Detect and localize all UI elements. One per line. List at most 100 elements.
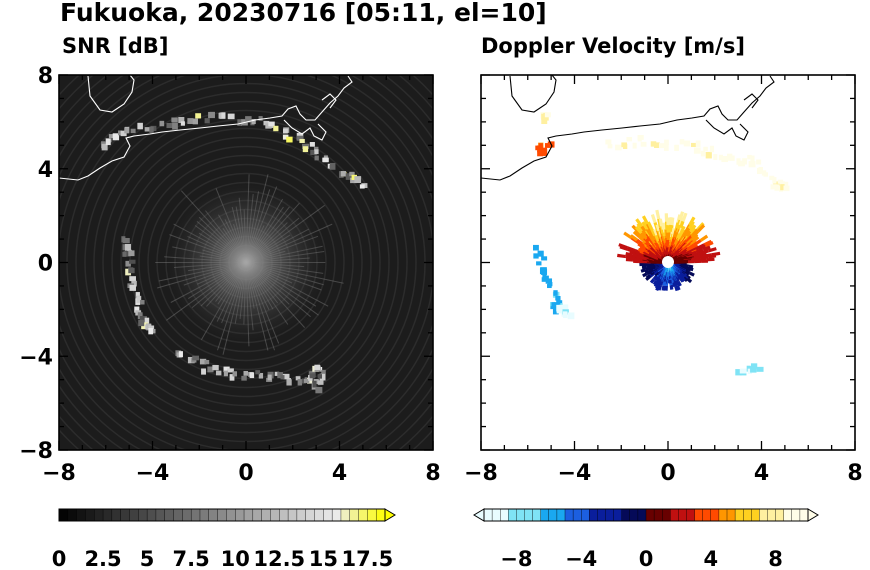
snr-echo-point [201, 368, 206, 375]
snr-echo-point [137, 312, 143, 320]
doppler-echo-point [709, 145, 715, 153]
snr-colorbar-bin [305, 508, 316, 522]
doppler-colorbar-bin [653, 508, 663, 522]
snr-y-tick-label: 8 [38, 64, 53, 89]
snr-echo-point [148, 325, 155, 330]
snr-colorbar-tick-label: 0 [52, 547, 67, 570]
snr-echo-point [125, 260, 131, 267]
snr-echo-point [237, 119, 242, 126]
doppler-near-field-segment [657, 285, 663, 291]
snr-colorbar-bin [340, 508, 351, 522]
doppler-near-field-segment [685, 274, 691, 280]
snr-echo-point [159, 120, 165, 127]
snr-echo-point [321, 369, 326, 374]
doppler-near-field-segment [649, 278, 656, 284]
snr-echo-point [345, 173, 352, 180]
snr-echo-point [187, 118, 194, 124]
doppler-echo-point [756, 366, 764, 372]
doppler-colorbar-bin [621, 508, 631, 522]
snr-colorbar-bin [182, 508, 192, 522]
doppler-colorbar-bin [759, 508, 769, 522]
doppler-near-field-segment [640, 231, 648, 240]
doppler-echo-point [538, 143, 543, 150]
doppler-echo-point [541, 118, 548, 125]
snr-echo-point [204, 359, 210, 365]
doppler-near-field-segment [626, 246, 636, 253]
doppler-echo-point [555, 296, 561, 301]
snr-echo-point [122, 251, 127, 257]
doppler-colorbar-bin [564, 508, 574, 522]
doppler-near-field-segment [655, 283, 660, 289]
snr-echo-point [282, 134, 289, 140]
snr-echo-point [124, 243, 131, 251]
doppler-near-field-segment [642, 272, 648, 278]
snr-echo-point [227, 113, 235, 120]
snr-colorbar-bin [349, 508, 360, 522]
snr-echo-point [136, 296, 141, 303]
doppler-colorbar-tick-label: −4 [565, 547, 597, 570]
doppler-echo-point [769, 175, 775, 181]
coastline-left [59, 75, 353, 181]
snr-echo-point [243, 371, 249, 376]
doppler-colorbar-bin [662, 508, 671, 522]
snr-colorbar-bin [111, 508, 122, 522]
snr-echo-point [192, 118, 199, 125]
doppler-colorbar-bin [516, 508, 526, 522]
doppler-echo-point [547, 284, 552, 289]
doppler-near-field-segment [669, 284, 674, 290]
doppler-colorbar-bin [645, 508, 655, 522]
doppler-colorbar-bin [718, 508, 728, 522]
snr-echo-point [149, 126, 154, 133]
snr-echo-point [299, 138, 305, 144]
snr-echo-point [314, 149, 319, 155]
doppler-echo-point [541, 256, 548, 261]
doppler-echo-point [664, 139, 669, 145]
doppler-echo-point [674, 144, 679, 151]
snr-echo-point [322, 157, 329, 163]
doppler-near-field-segment [652, 280, 658, 286]
doppler-colorbar-bin [532, 508, 542, 522]
doppler-echo-point [637, 134, 644, 140]
doppler-colorbar-extend-high [807, 508, 819, 522]
snr-colorbar-bin [58, 508, 69, 522]
doppler-echo-arc-4 [735, 363, 764, 376]
doppler-echo-point [626, 137, 633, 142]
doppler-echo-point [563, 304, 569, 310]
snr-echo-point [314, 155, 319, 161]
snr-y-tick-labels: 8 4 0 −4 −8 [19, 64, 53, 464]
doppler-near-field-segment [650, 213, 657, 223]
doppler-x-tick-label: −8 [464, 461, 498, 486]
doppler-near-field-segment [641, 265, 647, 270]
doppler-echo-point [725, 156, 731, 161]
snr-echo-point [125, 268, 131, 276]
doppler-echo-point [544, 112, 552, 118]
doppler-echo-point [747, 154, 752, 160]
snr-echo-point [350, 177, 357, 184]
snr-echo-point [307, 377, 313, 384]
doppler-near-field-segment [674, 285, 679, 292]
doppler-near-field-segment [652, 274, 658, 281]
doppler-colorbar-bin [670, 508, 679, 522]
snr-echo-point [319, 373, 326, 381]
snr-echo-point [245, 116, 252, 123]
snr-echo-point [223, 370, 228, 377]
snr-echo-point [129, 276, 136, 282]
doppler-near-field-segment [687, 220, 695, 230]
doppler-colorbar-bin [629, 508, 639, 522]
doppler-echo-point [703, 146, 708, 151]
snr-colorbar-tick-label: 12.5 [253, 547, 305, 570]
snr-echo-point [178, 351, 183, 358]
snr-colorbar-tick-label: 17.5 [341, 547, 393, 570]
doppler-colorbar-bin [637, 508, 647, 522]
doppler-colorbar-bin [508, 508, 517, 522]
doppler-near-field-segment [699, 234, 709, 242]
doppler-near-field-segment [632, 253, 641, 259]
doppler-near-field-segment [679, 229, 686, 236]
doppler-colorbar-bin [524, 508, 534, 522]
doppler-near-field-segment [669, 224, 674, 233]
snr-colorbar-bin [367, 508, 377, 522]
doppler-near-field-segment [645, 274, 652, 280]
doppler-axis-ticks [480, 74, 856, 451]
doppler-colorbar-tick-labels: −8 −4 0 4 8 [500, 547, 783, 570]
doppler-echo-point [773, 181, 781, 186]
